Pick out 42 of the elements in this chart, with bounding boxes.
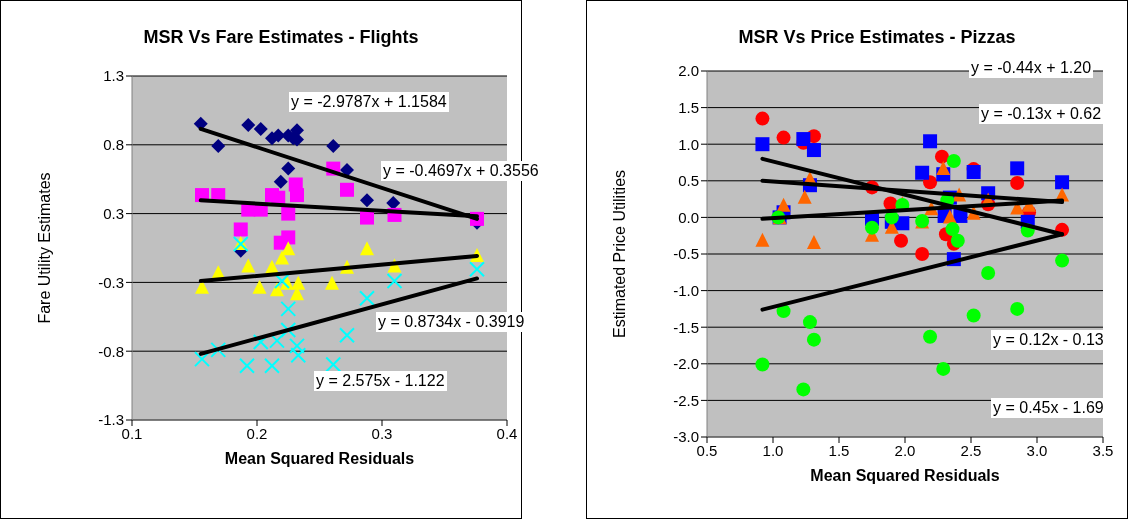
y-tick-label: -1.5 bbox=[673, 318, 699, 336]
x-tick-label: 3.0 bbox=[1026, 441, 1048, 459]
y-tick-label: -1.0 bbox=[673, 281, 699, 299]
chart-title: MSR Vs Fare Estimates - Flights bbox=[142, 27, 420, 48]
y-axis-title: Fare Utility Estimates bbox=[35, 172, 53, 324]
annotation: y = 0.45x - 1.69 bbox=[991, 398, 1106, 418]
y-tick-label: 0.0 bbox=[678, 208, 699, 226]
y-tick-label: 2.0 bbox=[678, 62, 699, 80]
annotation: y = 0.12x - 0.13 bbox=[991, 330, 1106, 350]
y-tick-label: -0.3 bbox=[98, 273, 124, 291]
annotation: y = 0.8734x - 0.3919 bbox=[376, 312, 527, 332]
x-tick-label: 3.5 bbox=[1092, 441, 1114, 459]
x-tick-label: 1.5 bbox=[828, 441, 850, 459]
y-tick-label: 1.0 bbox=[678, 135, 699, 153]
annotation: y = -0.4697x + 0.3556 bbox=[381, 161, 541, 181]
x-axis-title: Mean Squared Residuals bbox=[810, 467, 1000, 484]
x-tick-label: 1.0 bbox=[762, 441, 784, 459]
annotation: y = -2.9787x + 1.1584 bbox=[289, 92, 449, 112]
x-tick-label: 0.1 bbox=[121, 424, 143, 442]
y-axis-title: Estimated Price Utilities bbox=[610, 169, 628, 339]
x-tick-label: 0.4 bbox=[496, 424, 518, 442]
x-tick-label: 2.0 bbox=[894, 441, 916, 459]
y-tick-label: -3.0 bbox=[673, 428, 699, 446]
y-tick-label: -2.5 bbox=[673, 391, 699, 409]
annotation: y = -0.13x + 0.62 bbox=[979, 104, 1104, 124]
x-tick-label: 0.5 bbox=[696, 441, 718, 459]
x-tick-label: 0.3 bbox=[371, 424, 393, 442]
y-tick-label: -0.5 bbox=[673, 245, 699, 263]
x-axis-title: Mean Squared Residuals bbox=[224, 450, 415, 467]
annotation: y = -0.44x + 1.20 bbox=[969, 58, 1094, 78]
y-tick-label: 0.5 bbox=[678, 172, 699, 190]
chart-title: MSR Vs Price Estimates - Pizzas bbox=[737, 27, 1017, 48]
y-tick-label: 1.5 bbox=[678, 98, 699, 116]
x-tick-label: 2.5 bbox=[960, 441, 982, 459]
y-tick-label: -2.0 bbox=[673, 355, 699, 373]
y-tick-label: 0.3 bbox=[103, 204, 124, 222]
x-tick-label: 0.2 bbox=[246, 424, 268, 442]
y-tick-label: -0.8 bbox=[98, 342, 124, 360]
annotation: y = 2.575x - 1.122 bbox=[314, 371, 447, 391]
y-tick-label: 1.3 bbox=[103, 67, 124, 85]
y-tick-label: -1.3 bbox=[98, 411, 124, 429]
y-tick-label: 0.8 bbox=[103, 136, 124, 154]
